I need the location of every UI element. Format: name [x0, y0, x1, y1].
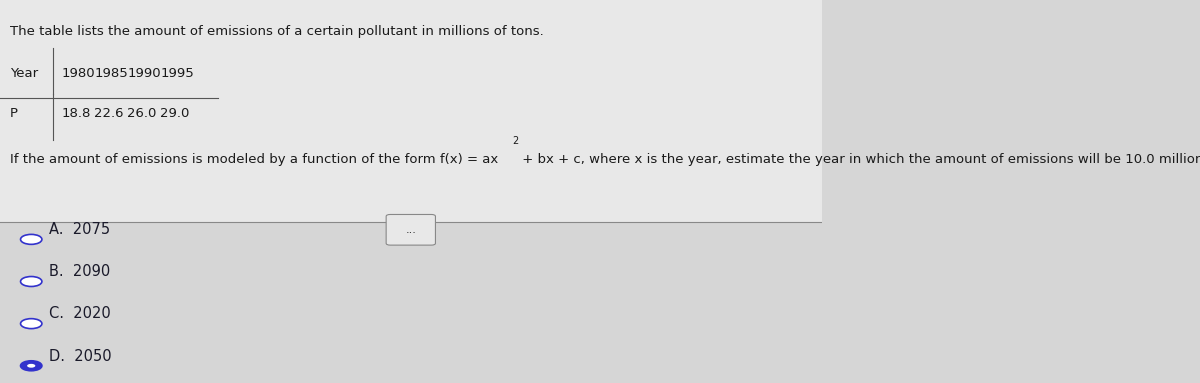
Text: 29.0: 29.0 — [161, 107, 190, 120]
Text: The table lists the amount of emissions of a certain pollutant in millions of to: The table lists the amount of emissions … — [10, 25, 544, 38]
Circle shape — [20, 234, 42, 244]
Text: + bx + c, where x is the year, estimate the year in which the amount of emission: + bx + c, where x is the year, estimate … — [517, 153, 1200, 166]
Text: P: P — [10, 107, 18, 120]
Circle shape — [28, 364, 35, 368]
Text: 1990: 1990 — [127, 67, 161, 80]
FancyBboxPatch shape — [0, 0, 822, 222]
Text: D.  2050: D. 2050 — [49, 349, 112, 363]
FancyBboxPatch shape — [386, 214, 436, 245]
Text: A.  2075: A. 2075 — [49, 222, 110, 237]
Text: 1980: 1980 — [61, 67, 95, 80]
Text: Year: Year — [10, 67, 38, 80]
Circle shape — [20, 277, 42, 286]
Text: If the amount of emissions is modeled by a function of the form f(x) = ax: If the amount of emissions is modeled by… — [10, 153, 498, 166]
Circle shape — [20, 361, 42, 371]
Text: 22.6: 22.6 — [95, 107, 124, 120]
Text: 1995: 1995 — [161, 67, 194, 80]
Text: 18.8: 18.8 — [61, 107, 91, 120]
Text: 1985: 1985 — [95, 67, 128, 80]
Circle shape — [20, 319, 42, 329]
FancyBboxPatch shape — [0, 222, 822, 383]
Text: 26.0: 26.0 — [127, 107, 157, 120]
Text: C.  2020: C. 2020 — [49, 306, 112, 321]
Text: B.  2090: B. 2090 — [49, 264, 110, 279]
Text: ...: ... — [406, 225, 416, 235]
Text: 2: 2 — [512, 136, 518, 146]
